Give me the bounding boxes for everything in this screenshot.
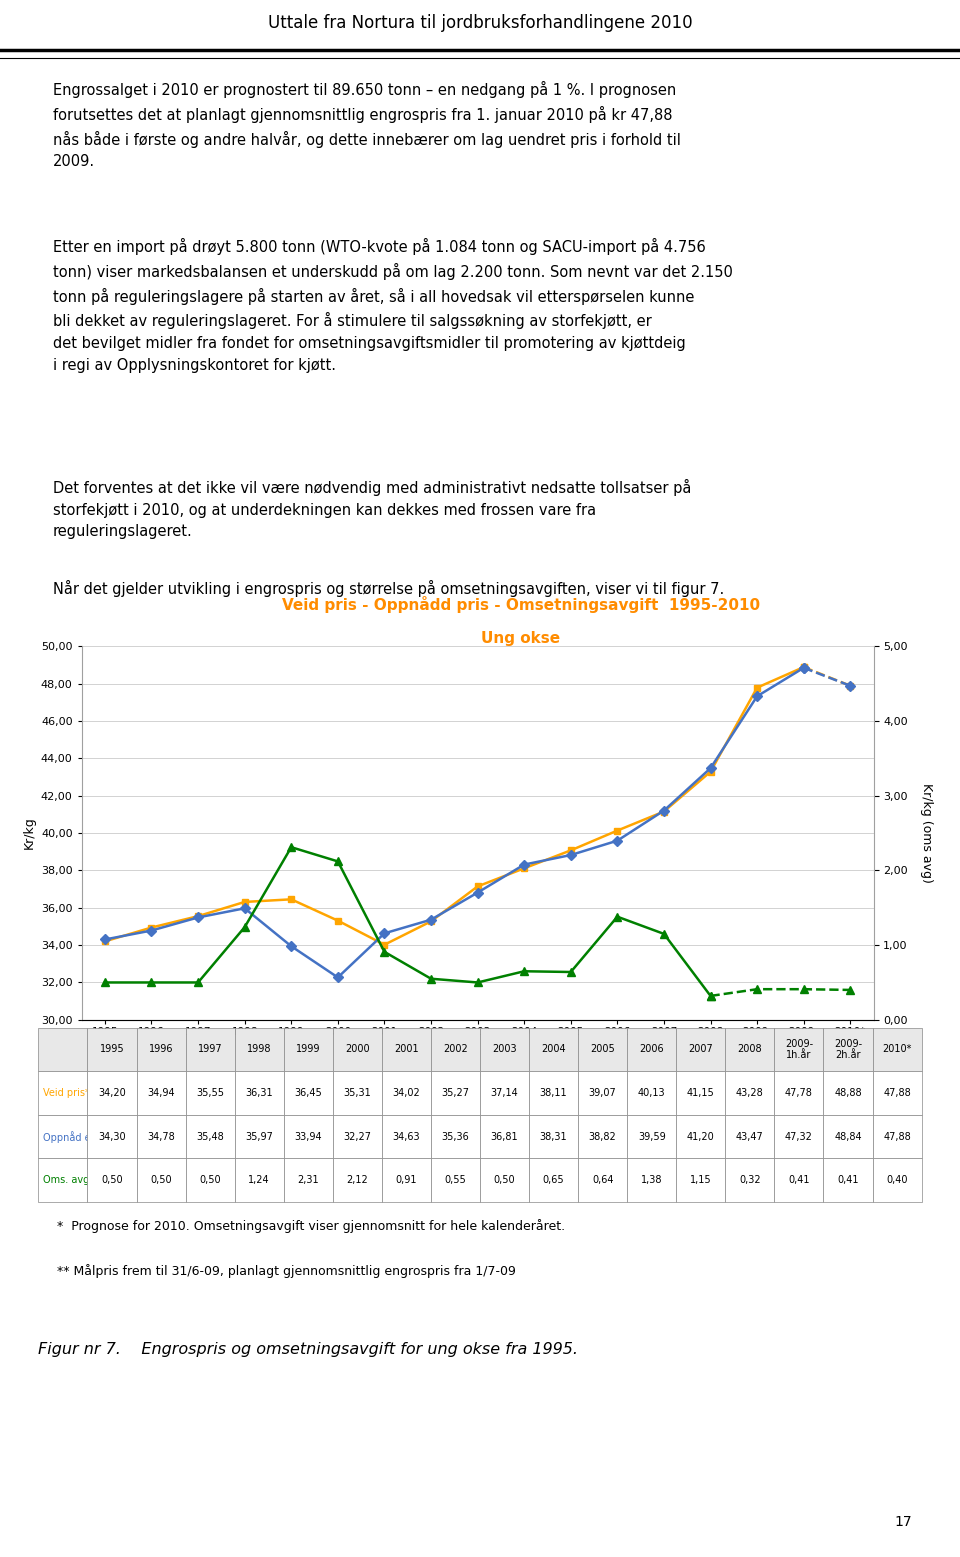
Text: Engrossalget i 2010 er prognostert til 89.650 tonn – en nedgang på 1 %. I progno: Engrossalget i 2010 er prognostert til 8… (53, 81, 681, 170)
Text: Figur nr 7.    Engrospris og omsetningsavgift for ung okse fra 1995.: Figur nr 7. Engrospris og omsetningsavgi… (38, 1342, 578, 1358)
Y-axis label: Kr/kg (oms avg): Kr/kg (oms avg) (920, 783, 933, 883)
Text: Etter en import på drøyt 5.800 tonn (WTO-kvote på 1.084 tonn og SACU-import på 4: Etter en import på drøyt 5.800 tonn (WTO… (53, 238, 732, 372)
Text: Ung okse: Ung okse (481, 631, 561, 646)
Y-axis label: Kr/kg: Kr/kg (22, 816, 36, 850)
Text: Uttale fra Nortura til jordbruksforhandlingene 2010: Uttale fra Nortura til jordbruksforhandl… (268, 14, 692, 33)
Text: Veid pris - Oppnådd pris - Omsetningsavgift  1995-2010: Veid pris - Oppnådd pris - Omsetningsavg… (281, 596, 760, 613)
Text: *  Prognose for 2010. Omsetningsavgift viser gjennomsnitt for hele kalenderåret.: * Prognose for 2010. Omsetningsavgift vi… (53, 1219, 564, 1233)
Text: ** Målpris frem til 31/6-09, planlagt gjennomsnittlig engrospris fra 1/7-09: ** Målpris frem til 31/6-09, planlagt gj… (53, 1264, 516, 1278)
Text: 17: 17 (895, 1515, 912, 1529)
Text: Det forventes at det ikke vil være nødvendig med administrativt nedsatte tollsat: Det forventes at det ikke vil være nødve… (53, 480, 691, 539)
Text: Når det gjelder utvikling i engrospris og størrelse på omsetningsavgiften, viser: Når det gjelder utvikling i engrospris o… (53, 581, 724, 598)
